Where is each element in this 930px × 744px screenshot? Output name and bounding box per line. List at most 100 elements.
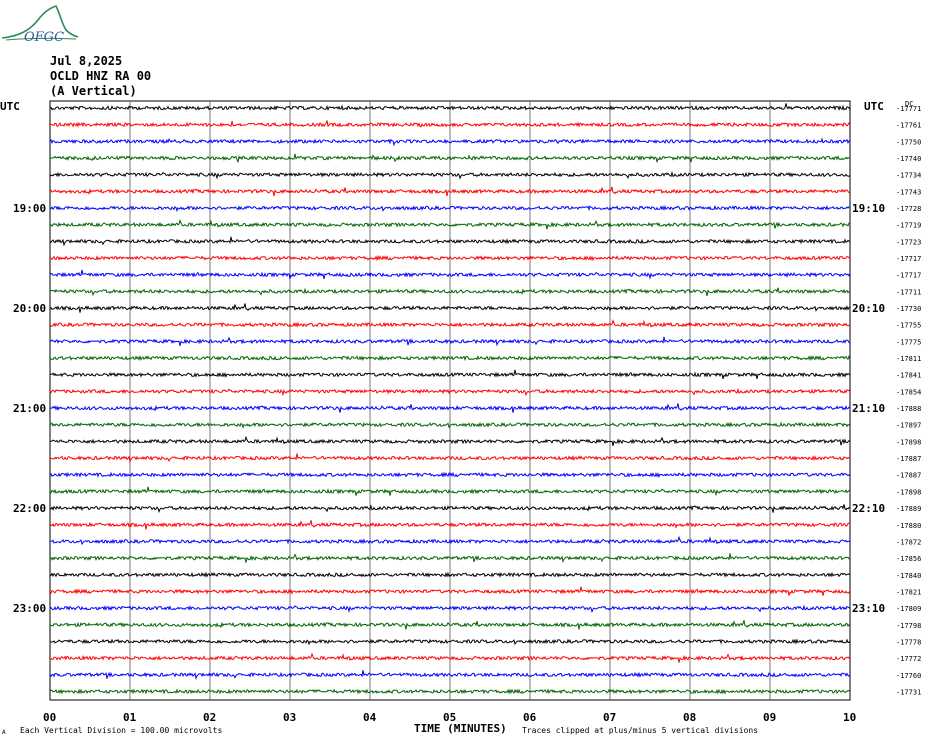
seismic-trace xyxy=(49,236,851,247)
seismic-trace xyxy=(49,303,851,313)
dc-offset-label: -17856 xyxy=(896,555,921,563)
x-tick-label: 09 xyxy=(763,711,776,724)
seismic-trace xyxy=(49,504,851,514)
seismic-trace xyxy=(49,486,851,497)
seismic-trace xyxy=(49,170,851,180)
dc-offset-label: -17731 xyxy=(896,689,921,697)
seismic-trace xyxy=(49,435,851,447)
dc-offset-label: -17854 xyxy=(896,388,921,396)
dc-offset-label: -17821 xyxy=(896,588,921,596)
dc-offset-label: -17734 xyxy=(896,172,921,180)
seismic-trace xyxy=(49,453,851,464)
dc-offset-label: -17841 xyxy=(896,372,921,380)
seismic-trace xyxy=(49,153,851,163)
dc-offset-label: -17811 xyxy=(896,355,921,363)
x-tick-label: 04 xyxy=(363,711,377,724)
seismic-trace xyxy=(49,269,851,280)
dc-offset-label: -17880 xyxy=(896,522,921,530)
seismic-trace xyxy=(49,354,851,362)
dc-offset-label: -17778 xyxy=(896,638,921,646)
seismic-trace xyxy=(49,471,851,478)
logo-text: OFGC xyxy=(24,30,64,45)
x-tick-label: 01 xyxy=(123,711,137,724)
x-axis-title: TIME (MINUTES) xyxy=(414,722,507,735)
seismic-trace xyxy=(49,219,851,230)
scale-prefix: A xyxy=(2,729,6,736)
dc-offset-label: -17730 xyxy=(896,305,921,313)
left-hour-label: 23:00 xyxy=(13,602,46,615)
left-hour-label: 22:00 xyxy=(13,502,46,515)
seismic-trace xyxy=(49,586,851,596)
x-tick-label: 02 xyxy=(203,711,216,724)
seismic-trace xyxy=(49,319,850,328)
dc-offset-label: -17772 xyxy=(896,655,921,663)
x-tick-label: 08 xyxy=(683,711,696,724)
ofgc-logo: OFGC xyxy=(1,5,79,45)
dc-offset-label: -17728 xyxy=(896,205,921,213)
seismic-trace xyxy=(49,287,851,297)
dc-offset-label: -17872 xyxy=(896,538,921,546)
x-tick-label: 10 xyxy=(843,711,856,724)
component-label: (A Vertical) xyxy=(50,84,137,98)
dc-offset-label: -17717 xyxy=(896,255,921,263)
seismic-trace xyxy=(49,520,851,530)
left-hour-label: 20:00 xyxy=(13,302,46,315)
seismic-trace xyxy=(49,336,851,347)
right-utc-label: UTC xyxy=(864,100,884,113)
dc-offset-label: -17887 xyxy=(896,472,921,480)
seismic-trace xyxy=(49,137,851,147)
seismic-trace xyxy=(49,369,851,380)
seismic-trace xyxy=(49,254,851,262)
dc-offset-label: -17750 xyxy=(896,138,921,146)
x-tick-label: 05 xyxy=(443,711,456,724)
seismic-trace xyxy=(49,103,851,112)
seismic-trace xyxy=(49,535,851,546)
grid xyxy=(49,100,851,701)
right-hour-label: 19:10 xyxy=(852,202,885,215)
dc-offset-label: -17775 xyxy=(896,338,921,346)
left-hour-label: 21:00 xyxy=(13,402,46,415)
right-hour-label: 21:10 xyxy=(852,402,885,415)
seismic-trace xyxy=(49,638,851,646)
right-hour-label: 22:10 xyxy=(852,502,885,515)
left-hour-label: 19:00 xyxy=(13,202,46,215)
labels: UTC UTC DC TIME (MINUTES) A Each Vertica… xyxy=(0,100,921,736)
seismic-trace xyxy=(49,421,851,429)
seismic-trace xyxy=(49,688,851,695)
dc-offset-label: -17743 xyxy=(896,188,921,196)
dc-offset-label: -17889 xyxy=(896,505,921,513)
clip-note: Traces clipped at plus/minus 5 vertical … xyxy=(522,726,758,735)
dc-offset-label: -17760 xyxy=(896,672,921,680)
seismic-trace xyxy=(49,571,851,578)
dc-offset-label: -17723 xyxy=(896,238,921,246)
dc-offset-label: -17755 xyxy=(896,322,921,330)
seismic-trace xyxy=(49,553,851,564)
seismic-trace xyxy=(49,120,851,128)
seismic-trace xyxy=(49,670,851,680)
dc-offset-label: -17897 xyxy=(896,422,921,430)
dc-offset-label: -17809 xyxy=(896,605,921,613)
x-tick-label: 00 xyxy=(43,711,56,724)
dc-offset-label: -17888 xyxy=(896,405,921,413)
left-utc-label: UTC xyxy=(0,100,20,113)
dc-offset-label: -17719 xyxy=(896,222,921,230)
x-tick-label: 07 xyxy=(603,711,616,724)
station-label: OCLD HNZ RA 00 xyxy=(50,69,152,83)
x-tick-label: 06 xyxy=(523,711,537,724)
seismic-trace xyxy=(49,604,851,614)
dc-offset-label: -17771 xyxy=(896,105,921,113)
seismic-trace xyxy=(49,204,851,213)
x-tick-label: 03 xyxy=(283,711,296,724)
traces xyxy=(49,103,851,695)
dc-offset-label: -17898 xyxy=(896,488,921,496)
seismic-trace xyxy=(49,620,851,630)
dc-unit-label: DC xyxy=(905,100,913,108)
dc-offset-label: -17717 xyxy=(896,272,921,280)
dc-offset-label: -17761 xyxy=(896,122,921,130)
seismic-trace xyxy=(49,652,851,663)
dc-offset-label: -17740 xyxy=(896,155,921,163)
dc-offset-label: -17711 xyxy=(896,288,921,296)
seismic-trace xyxy=(49,186,851,197)
dc-offset-label: -17798 xyxy=(896,622,921,630)
